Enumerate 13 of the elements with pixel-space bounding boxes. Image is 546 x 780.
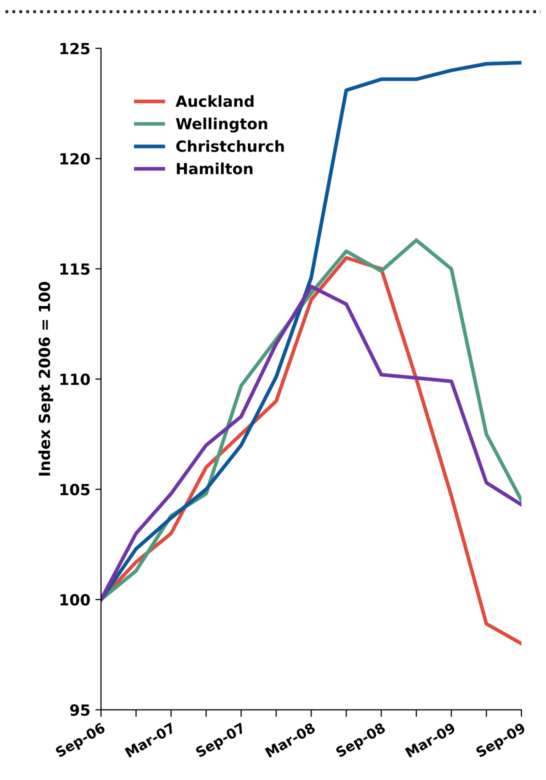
y-tick-label: 115 xyxy=(60,264,90,275)
y-tick-label: 125 xyxy=(60,42,90,54)
legend-label: Hamilton xyxy=(176,162,252,174)
y-tick-label: 105 xyxy=(60,484,90,496)
legend-label: Wellington xyxy=(176,118,268,133)
y-tick-label: 110 xyxy=(60,374,90,386)
line-series xyxy=(101,60,522,602)
y-tick-label: 100 xyxy=(60,594,90,606)
y-axis-title: Index Sept 2006 = 100 xyxy=(38,282,54,476)
y-tick-label: 95 xyxy=(70,704,90,716)
y-tick-label: 120 xyxy=(60,153,90,165)
legend-label: Auckland xyxy=(176,95,254,108)
legend-label: Christchurch xyxy=(176,140,284,152)
